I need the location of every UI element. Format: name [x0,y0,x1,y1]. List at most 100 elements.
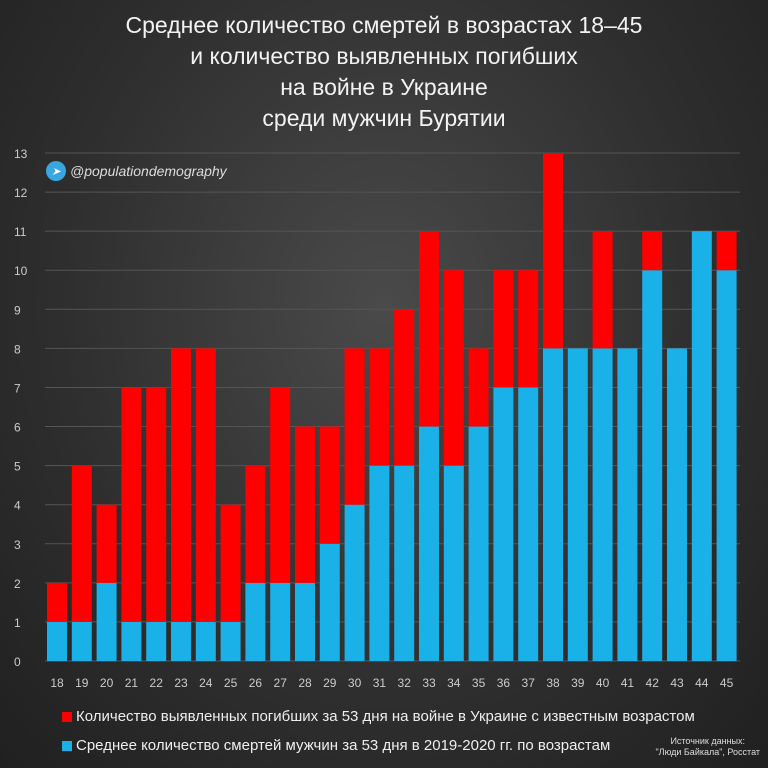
bar-red [245,465,266,583]
legend-label: Количество выявленных погибших за 53 дня… [76,708,695,725]
source-note: Источник данных: "Люди Байкала", Росстат [655,736,760,758]
y-tick-label: 7 [14,381,21,395]
bar-blue [146,621,167,661]
title-line: и количество выявленных погибших [190,43,578,69]
title-line: среди мужчин Бурятии [262,105,506,131]
bar-blue [443,465,464,661]
bar-blue [96,582,117,661]
legend-label: Среднее количество смертей мужчин за 53 … [76,737,611,754]
x-tick-label: 24 [199,676,213,690]
bar-red [171,348,191,622]
bar-red [344,348,365,505]
x-tick-label: 32 [398,676,412,690]
x-tick-label: 31 [373,676,387,690]
title-line: на войне в Украине [280,74,488,100]
x-tick-label: 29 [323,676,337,690]
bar-blue [195,621,216,661]
x-tick-label: 23 [174,676,188,690]
y-tick-label: 2 [14,577,21,591]
x-tick-label: 21 [125,676,139,690]
bar-blue [121,621,142,661]
x-tick-label: 19 [75,676,89,690]
x-tick-label: 37 [522,676,536,690]
chart-title: Среднее количество смертей в возрастах 1… [0,10,768,134]
x-tick-label: 18 [50,676,64,690]
x-tick-label: 26 [249,676,263,690]
y-tick-label: 13 [14,147,28,161]
bar-red [220,504,241,622]
bar-blue [691,231,712,661]
x-tick-label: 39 [571,676,585,690]
x-tick-label: 27 [274,676,288,690]
y-tick-label: 1 [14,616,21,630]
bar-red [71,465,92,622]
legend-item-blue: Среднее количество смертей мужчин за 53 … [62,737,610,754]
y-tick-label: 6 [14,421,21,435]
bar-red [592,231,613,349]
bar-red [493,270,514,388]
bar-red [47,582,67,622]
x-tick-label: 33 [422,676,436,690]
bar-blue [71,621,92,661]
x-tick-label: 42 [646,676,660,690]
bar-red [394,309,415,466]
x-tick-label: 41 [621,676,635,690]
x-tick-label: 43 [670,676,684,690]
bar-red [642,231,663,271]
bar-red [716,231,737,271]
bar-blue [592,348,613,661]
y-tick-label: 10 [14,264,28,278]
bar-red [146,387,167,622]
bar-blue [419,426,439,661]
x-tick-label: 22 [150,676,164,690]
handle-text: @populationdemography [70,163,227,179]
bar-blue [245,582,266,661]
source-line: "Люди Байкала", Росстат [655,747,760,757]
legend-swatch-blue [62,740,72,751]
x-tick-label: 34 [447,676,461,690]
bar-blue [344,504,365,661]
bar-red [443,270,464,466]
bar-blue [493,387,514,661]
bar-blue [369,465,390,661]
bar-blue [518,387,539,661]
bar-blue [567,348,588,661]
y-tick-label: 12 [14,186,28,200]
bar-blue [319,543,340,661]
telegram-handle: ➤ @populationdemography [46,161,227,181]
bar-red [96,504,117,583]
bar-blue [270,582,291,661]
telegram-icon: ➤ [46,161,66,181]
x-tick-label: 25 [224,676,238,690]
bar-blue [642,270,663,661]
x-tick-label: 28 [298,676,312,690]
bar-blue [716,270,737,661]
bar-red [270,387,291,583]
bar-red [369,348,390,466]
title-line: Среднее количество смертей в возрастах 1… [125,12,643,38]
bar-blue [617,348,638,661]
source-line: Источник данных: [670,736,746,746]
bar-blue [667,348,687,661]
bar-blue [47,621,67,661]
x-tick-label: 44 [695,676,709,690]
bar-red [419,231,439,427]
x-tick-label: 36 [497,676,511,690]
bar-blue [220,621,241,661]
bar-blue [171,621,191,661]
x-tick-label: 20 [100,676,114,690]
legend-swatch-red [62,711,72,722]
legend-item-red: Количество выявленных погибших за 53 дня… [62,708,695,725]
x-tick-label: 45 [720,676,734,690]
y-tick-label: 8 [14,342,21,356]
y-tick-label: 9 [14,303,21,317]
y-tick-label: 3 [14,538,21,552]
bar-red [543,153,563,349]
bar-blue [394,465,415,661]
y-tick-label: 5 [14,460,21,474]
bar-red [468,348,489,427]
y-tick-label: 0 [14,655,21,669]
bar-red [295,426,315,583]
bar-blue [543,348,563,661]
